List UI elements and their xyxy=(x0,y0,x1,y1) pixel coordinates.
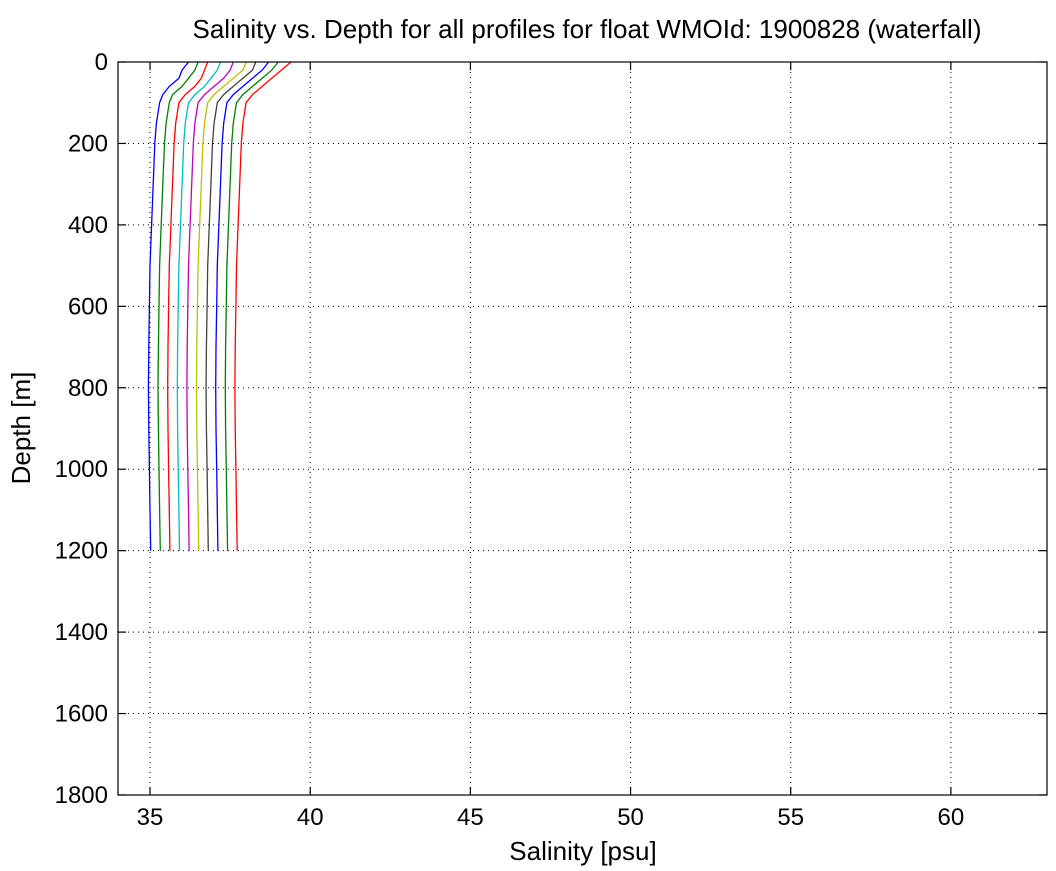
chart-title: Salinity vs. Depth for all profiles for … xyxy=(193,14,982,44)
y-tick-label: 1400 xyxy=(55,619,108,646)
plot-frame xyxy=(117,61,1048,796)
x-tick-label: 50 xyxy=(617,804,644,831)
axis-ticks: 35 40 45 50 55 600200400600800100012001400160… xyxy=(55,49,1047,831)
x-tick-label: 35 xyxy=(137,804,164,831)
grid-lines xyxy=(118,62,1047,795)
y-tick-label: 0 xyxy=(95,49,108,76)
profile-line xyxy=(147,61,190,551)
profile-line xyxy=(215,61,270,551)
y-tick-label: 1200 xyxy=(55,538,108,565)
x-tick-label: 60 xyxy=(938,804,965,831)
profile-line xyxy=(205,61,257,551)
profile-line xyxy=(224,61,279,551)
y-tick-label: 200 xyxy=(68,130,108,157)
profile-lines xyxy=(147,61,292,551)
y-tick-label: 1000 xyxy=(55,456,108,483)
profile-line xyxy=(195,61,247,551)
profile-line xyxy=(157,61,199,551)
y-tick-label: 600 xyxy=(68,293,108,320)
profile-line xyxy=(176,61,222,551)
x-tick-label: 55 xyxy=(777,804,804,831)
x-tick-label: 45 xyxy=(457,804,484,831)
y-tick-label: 800 xyxy=(68,375,108,402)
y-tick-label: 1600 xyxy=(55,701,108,728)
profile-line xyxy=(234,61,292,551)
y-axis-label: Depth [m] xyxy=(6,372,36,485)
x-axis-label: Salinity [psu] xyxy=(509,836,656,866)
y-tick-label: 1800 xyxy=(55,782,108,809)
y-tick-label: 400 xyxy=(68,212,108,239)
profile-line xyxy=(186,61,234,551)
x-tick-label: 40 xyxy=(297,804,324,831)
profile-line xyxy=(167,61,209,551)
